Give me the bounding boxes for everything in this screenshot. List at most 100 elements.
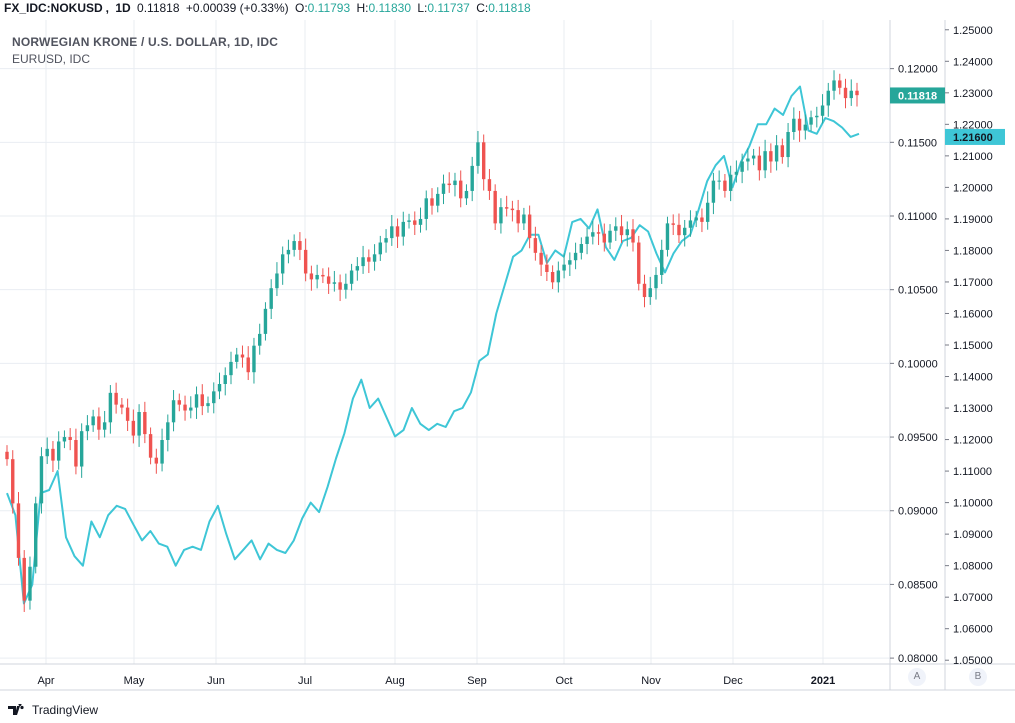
candle (252, 337, 256, 384)
candle (516, 199, 520, 233)
candle (298, 232, 302, 261)
candle (367, 249, 371, 274)
candle (309, 265, 314, 291)
candle (838, 73, 842, 95)
candle-body (217, 384, 222, 392)
candle-body (637, 242, 641, 284)
interval-label[interactable]: 1D (115, 1, 131, 15)
candle (235, 347, 239, 369)
candle (240, 345, 245, 368)
candle (591, 220, 595, 245)
candle-body (815, 115, 819, 118)
candle-body (11, 459, 15, 504)
candle (326, 267, 331, 294)
candle-body (728, 174, 733, 191)
candle-body (579, 244, 584, 253)
candle-body (700, 217, 704, 222)
candle-body (263, 308, 268, 334)
candle-body (441, 183, 446, 194)
candle (579, 237, 584, 260)
candle (728, 165, 733, 202)
candle-body (493, 190, 497, 224)
candle-body (648, 288, 652, 298)
candle (97, 407, 101, 440)
price-axis-left-label: 0.10000 (898, 358, 938, 370)
price-axis-right-label: 1.05000 (953, 655, 993, 667)
candle-body (568, 260, 572, 265)
candle (303, 238, 308, 282)
open-label: O: (294, 1, 308, 15)
tradingview-brand[interactable]: TradingView (8, 703, 98, 717)
price-change: +0.00039 (+0.33%) (185, 1, 289, 15)
candle-body (504, 207, 509, 209)
candle-body (367, 257, 371, 262)
candle (200, 384, 204, 416)
candle-body (665, 223, 670, 250)
candle-body (757, 155, 762, 171)
symbol-name[interactable]: FX_IDC:NOKUSD (4, 1, 103, 15)
candle-body (838, 80, 842, 88)
price-axis-right-label: 1.13000 (953, 403, 993, 415)
scale-button-b[interactable]: B (969, 668, 987, 686)
candle (568, 252, 572, 276)
time-axis-label: Aug (385, 675, 405, 687)
candle-body (349, 270, 354, 284)
candle (372, 244, 377, 271)
price-axis-left-label: 0.09000 (898, 506, 938, 518)
candle-body (459, 180, 463, 199)
price-axis-right-label: 1.14000 (953, 372, 993, 384)
candle-body (803, 124, 808, 131)
candle-body (143, 412, 147, 435)
candle (286, 239, 291, 264)
candle-body (418, 218, 423, 225)
candle (671, 214, 675, 236)
candle-body (855, 90, 859, 96)
close-label: C: (476, 1, 489, 15)
candle-body (125, 407, 130, 421)
candle-body (585, 236, 589, 244)
time-axis-label: Jul (298, 675, 312, 687)
candle-body (171, 400, 176, 423)
candle-body (34, 503, 38, 567)
candle-body (200, 394, 204, 407)
price-chart[interactable]: 0.12000 0.11500 0.11000 0.10500 0.10000 0.095… (0, 20, 1015, 700)
candle (246, 346, 250, 381)
candle-body (114, 392, 118, 405)
candle (585, 227, 589, 255)
candle (849, 79, 853, 106)
candle (734, 160, 739, 183)
candle (602, 223, 606, 252)
candle (688, 210, 693, 237)
candle (453, 172, 457, 197)
candle (194, 386, 199, 419)
candle-body (625, 229, 629, 236)
candle-body (671, 223, 675, 225)
candle-body (516, 210, 520, 224)
candle-body (68, 437, 72, 440)
candle-body (97, 416, 101, 430)
time-axis-label: Dec (723, 675, 743, 687)
candle (269, 279, 273, 320)
candle-body (384, 238, 388, 243)
gridlines (0, 20, 890, 664)
close-value: 0.11818 (488, 1, 531, 15)
nokusd-candles (5, 70, 859, 612)
candle-body (746, 158, 750, 162)
candle (464, 184, 469, 205)
chart-title: NORWEGIAN KRONE / U.S. DOLLAR, 1D, IDC (12, 35, 279, 49)
price-axis-left: 0.12000 0.11500 0.11000 0.10500 0.10000 0.095… (890, 64, 938, 665)
candle-body (315, 274, 319, 280)
price-axis-right-label: 1.10000 (953, 498, 993, 510)
candle-body (108, 392, 113, 423)
candle (470, 156, 474, 202)
price-axis-right-label: 1.07000 (953, 592, 993, 604)
candle-body (843, 87, 848, 99)
candle (384, 229, 388, 253)
candle (545, 254, 549, 281)
candle (34, 496, 38, 574)
candle-body (309, 273, 314, 280)
candle-body (430, 198, 434, 206)
candle-body (16, 503, 21, 558)
candle (723, 174, 727, 198)
scale-button-a[interactable]: A (908, 668, 926, 686)
